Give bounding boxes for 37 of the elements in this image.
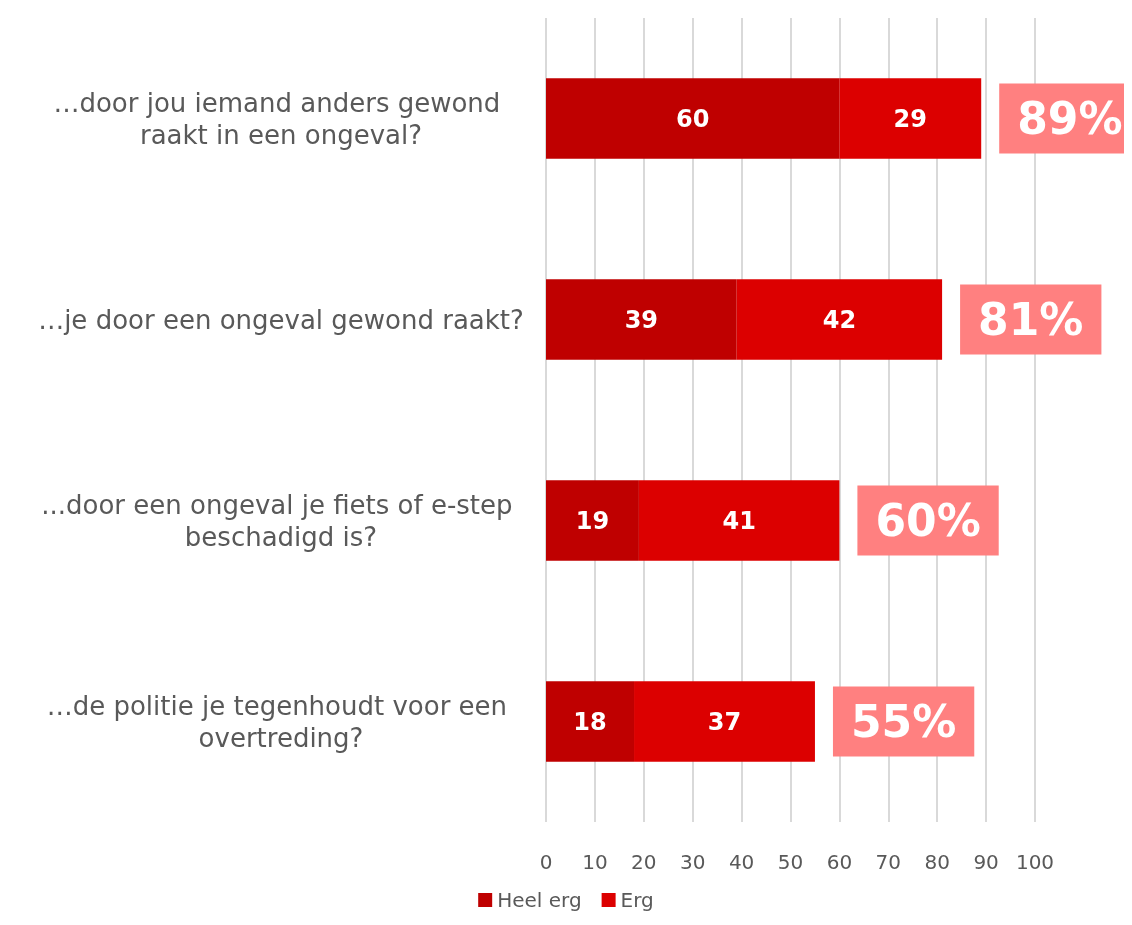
y-tick-label: …je door een ongeval gewond raakt? (38, 304, 524, 335)
total-label: 89% (1017, 93, 1123, 144)
bar (546, 78, 840, 159)
bar (839, 78, 982, 159)
data-label: 42 (822, 305, 857, 334)
bar (634, 681, 815, 762)
y-tick-label: …door jou iemand anders gewond raakt in een ongeval? (53, 87, 509, 150)
x-tick-label: 60 (826, 850, 853, 874)
bar (736, 279, 943, 360)
x-tick-label: 20 (631, 850, 657, 874)
legend-label: Heel erg (497, 888, 582, 912)
data-label: 41 (722, 506, 756, 535)
y-tick-label: …de politie je tegenhoudt voor een overtreding? (46, 690, 516, 753)
bar (546, 681, 635, 762)
data-label: 60 (676, 104, 710, 133)
bar (638, 480, 840, 561)
data-label: 39 (624, 305, 659, 334)
legend-label: Erg (620, 888, 654, 912)
data-label: 37 (707, 707, 742, 736)
x-tick-label: 80 (924, 850, 950, 874)
x-tick-label: 0 (539, 850, 553, 874)
x-tick-label: 100 (1015, 850, 1055, 874)
x-tick-label: 50 (777, 850, 804, 874)
data-label: 29 (893, 104, 928, 133)
data-label: 19 (575, 506, 610, 535)
total-label: 55% (850, 696, 957, 747)
x-tick-label: 40 (728, 850, 755, 874)
total-label: 60% (875, 495, 981, 546)
bar (546, 279, 737, 360)
x-tick-label: 90 (973, 850, 999, 874)
bar (546, 480, 639, 561)
x-tick-label: 10 (582, 850, 608, 874)
y-tick-label: ...door een ongeval je fiets of e-step beschadigd is? (41, 489, 521, 552)
x-tick-label: 30 (679, 850, 706, 874)
x-tick-label: 70 (875, 850, 902, 874)
data-label: 18 (573, 707, 607, 736)
total-label: 81% (978, 294, 1084, 345)
